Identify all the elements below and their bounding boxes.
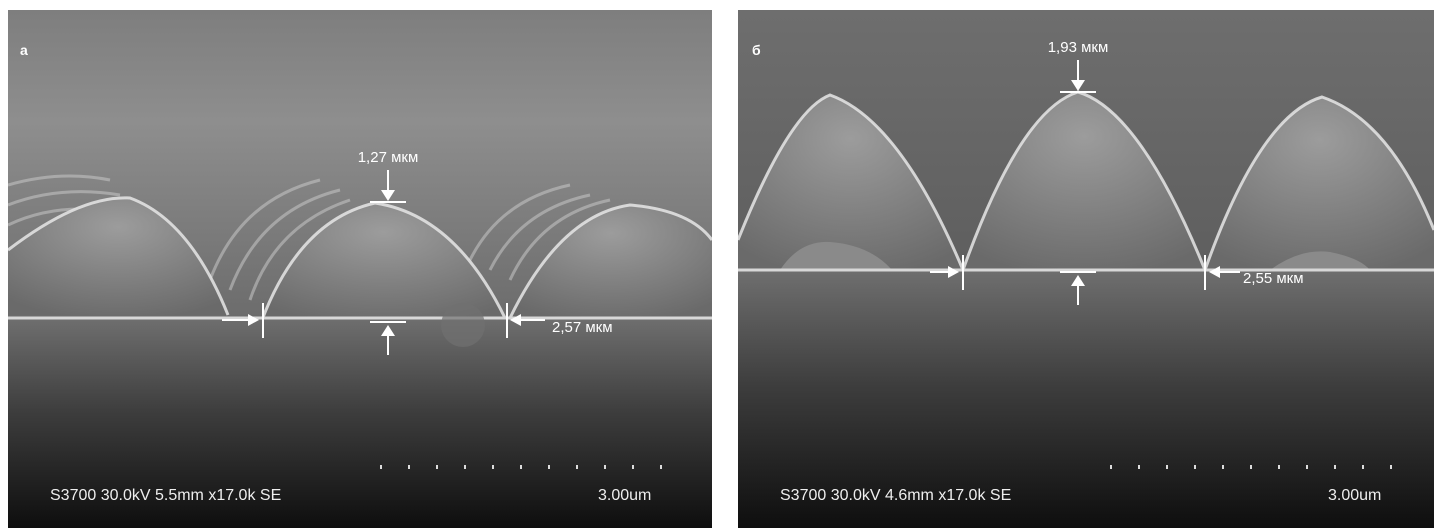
figure: а 1,27 мкм 2,57 мкм S3700 30.0kV 5.5mm x…	[0, 0, 1434, 528]
rect-shape	[576, 465, 578, 469]
body: а 1,27 мкм 2,57 мкм S3700 30.0kV 5.5mm x…	[0, 0, 1434, 528]
height-label: 1,27 мкм	[358, 149, 419, 166]
rect-shape	[1110, 465, 1112, 469]
rect-shape	[604, 465, 606, 469]
page: SEM micrographs {"panels": [ {"label": "…	[0, 0, 1434, 528]
rect-shape	[1250, 465, 1252, 469]
scale-label: 3.00um	[1328, 487, 1381, 504]
panel-b	[738, 10, 1434, 528]
rect-shape	[660, 465, 662, 469]
rect-shape	[380, 465, 382, 469]
instrument-info: S3700 30.0kV 4.6mm x17.0k SE	[780, 487, 1011, 504]
panel-a	[8, 10, 712, 528]
rect-shape	[1306, 465, 1308, 469]
rect-shape	[1166, 465, 1168, 469]
rect-shape	[1278, 465, 1280, 469]
circle-shape	[441, 303, 485, 347]
panel-label: а	[20, 42, 28, 58]
instrument-info: S3700 30.0kV 5.5mm x17.0k SE	[50, 487, 281, 504]
panel-label: б	[752, 42, 761, 58]
rect-shape	[436, 465, 438, 469]
rect-shape	[1194, 465, 1196, 469]
rect-shape	[1138, 465, 1140, 469]
height-label: 1,93 мкм	[1048, 39, 1109, 56]
rect-shape	[1362, 465, 1364, 469]
rect-shape	[492, 465, 494, 469]
width-label: 2,55 мкм	[1243, 270, 1304, 287]
rect-shape	[548, 465, 550, 469]
rect-shape	[464, 465, 466, 469]
width-label: 2,57 мкм	[552, 319, 613, 336]
rect-shape	[1334, 465, 1336, 469]
rect-shape	[632, 465, 634, 469]
rect-shape	[1222, 465, 1224, 469]
rect-shape	[408, 465, 410, 469]
scale-label: 3.00um	[598, 487, 651, 504]
rect-shape	[520, 465, 522, 469]
rect-shape	[1390, 465, 1392, 469]
